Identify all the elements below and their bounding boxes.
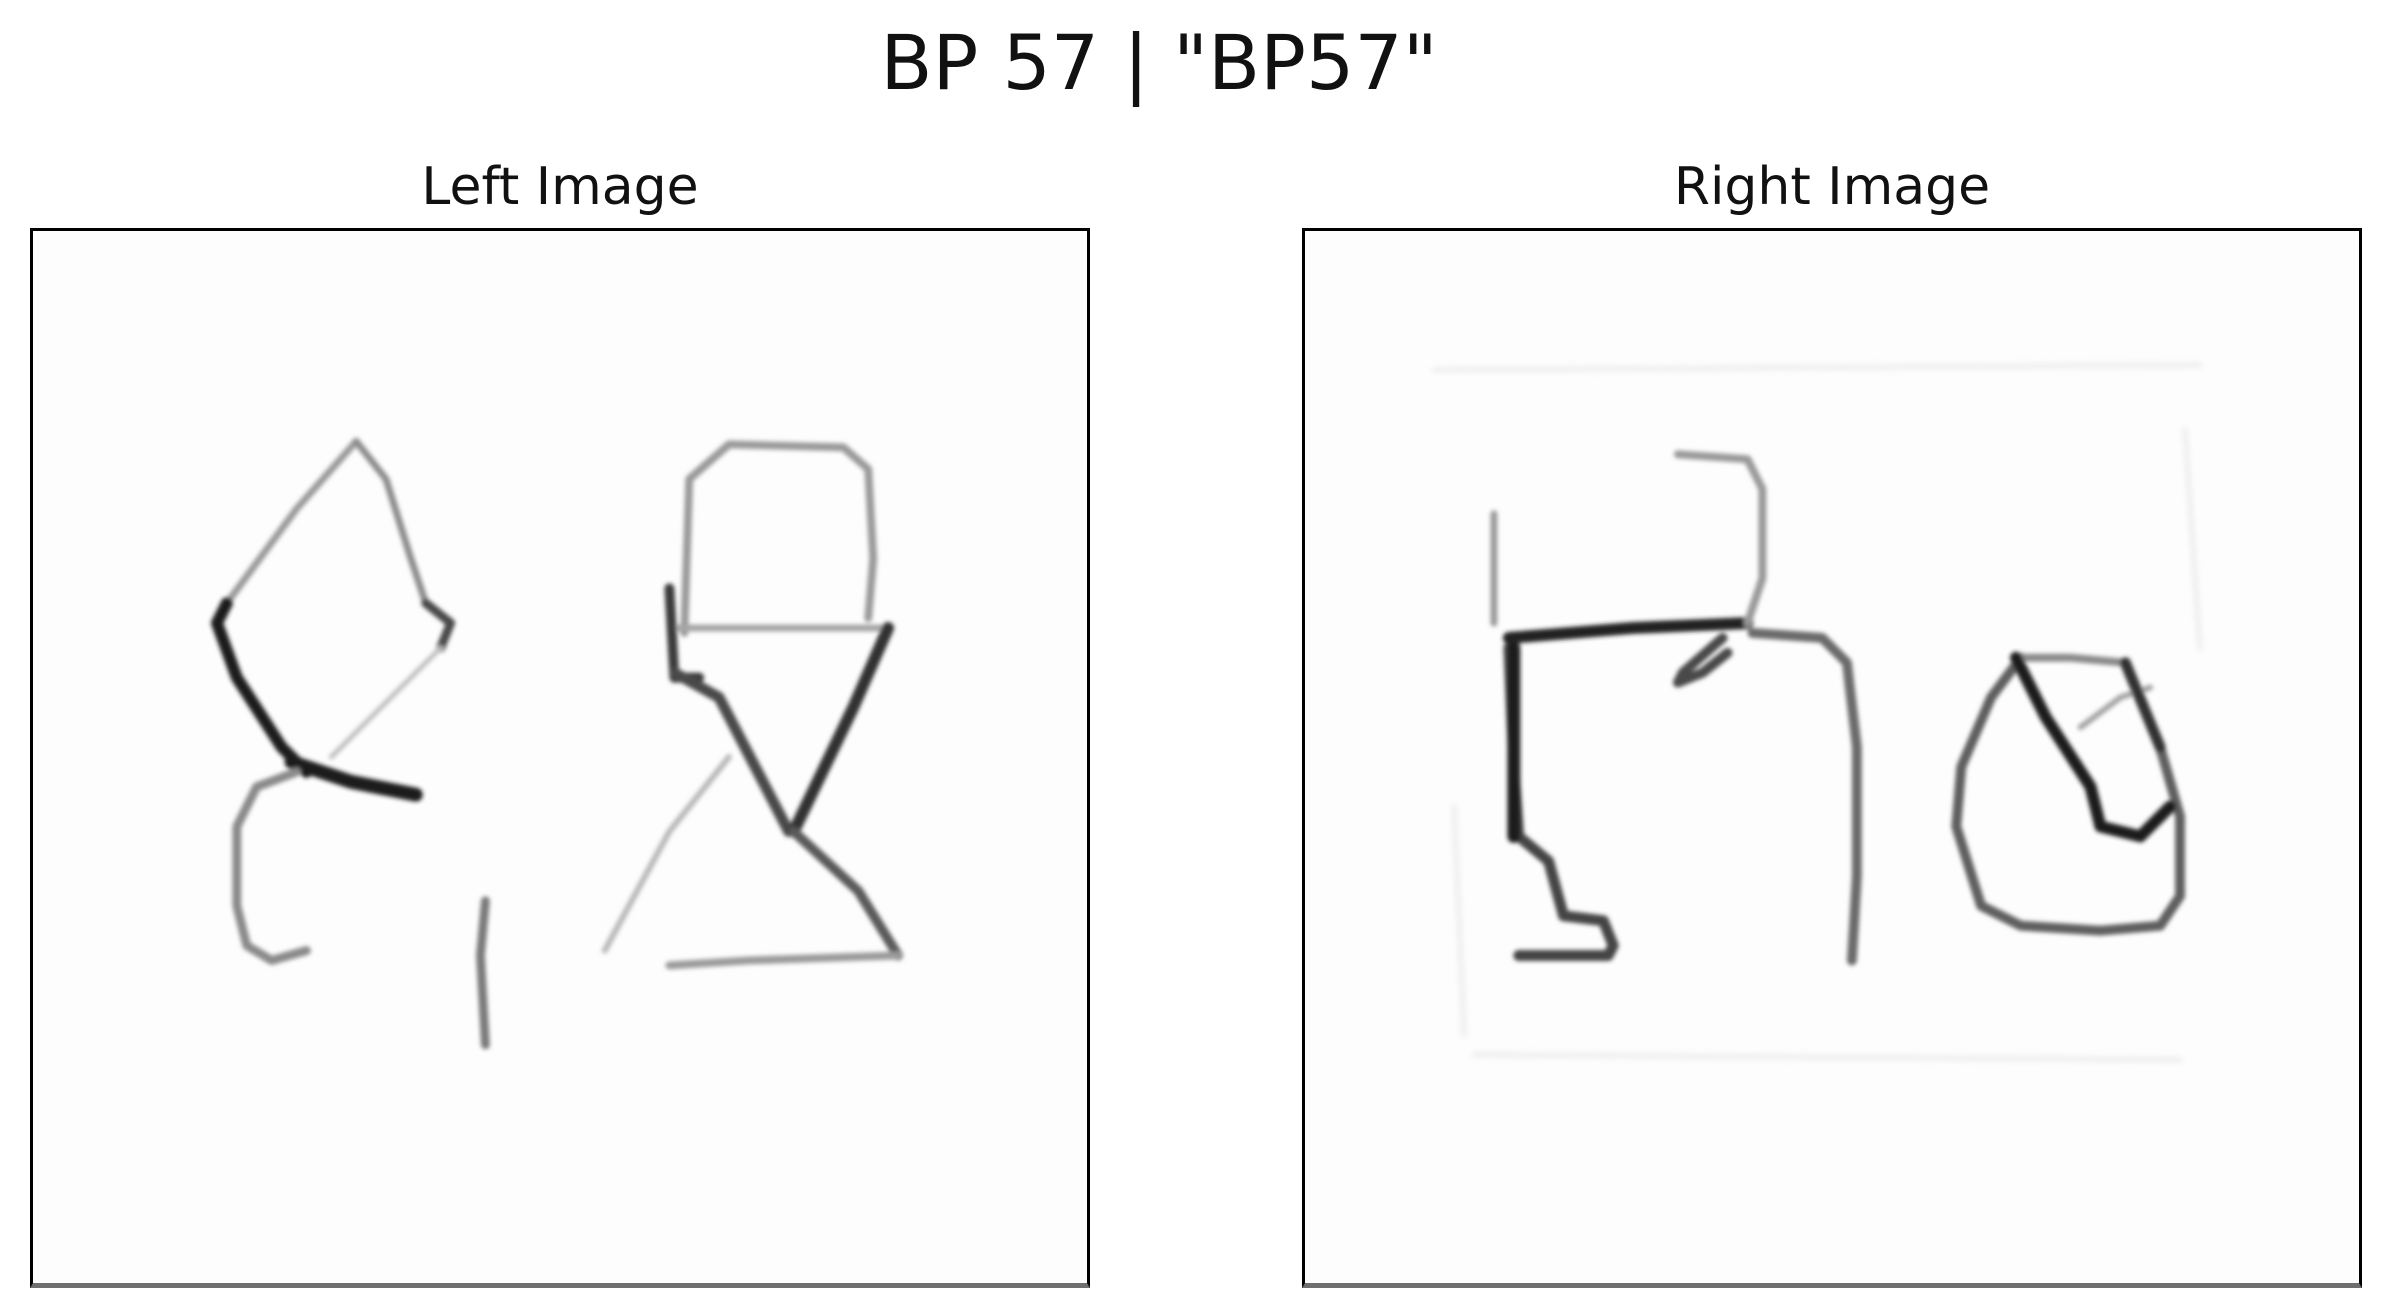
left-image-panel [30,228,1090,1288]
right-image-title: Right Image [1673,157,1991,217]
figure-title: BP 57 | "BP57" [880,18,1438,107]
right-image-panel [1302,228,2362,1288]
right-handwriting-image [1305,231,2359,1283]
left-handwriting-image [33,231,1087,1283]
left-image-title: Left Image [421,157,699,217]
